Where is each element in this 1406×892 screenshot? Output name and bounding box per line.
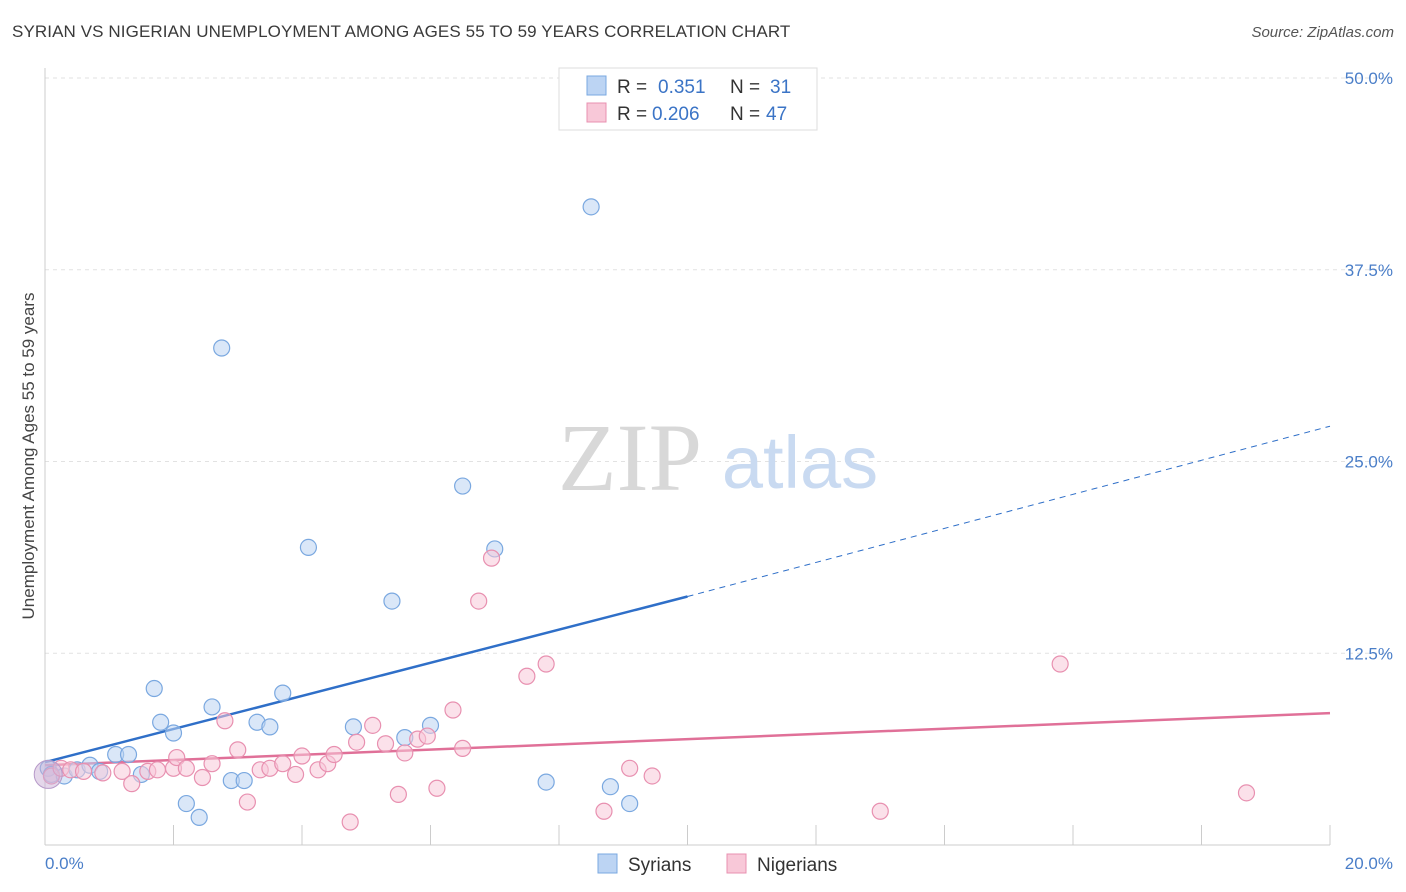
point-nigerians-45 <box>1237 784 1256 802</box>
point-syrians-26 <box>454 477 472 495</box>
y-tick-label-2: 37.5% <box>1345 261 1393 280</box>
series-legend: Syrians Nigerians <box>597 853 837 876</box>
point-syrians-30 <box>601 778 620 796</box>
point-nigerians-14 <box>216 712 234 730</box>
legend-r-label-0: R = <box>617 77 647 98</box>
legend-n-label-0: N = <box>730 77 760 98</box>
point-nigerians-3 <box>74 762 93 780</box>
point-syrians-13 <box>190 808 208 826</box>
trend-line-syrians-extension <box>687 425 1331 597</box>
point-nigerians-24 <box>325 745 343 764</box>
y-tick-label-1: 25.0% <box>1345 453 1393 472</box>
point-cluster-origin <box>33 759 63 789</box>
point-nigerians-8 <box>148 761 167 779</box>
point-nigerians-39 <box>537 655 555 673</box>
legend-r-label-1: R = <box>617 104 647 125</box>
point-nigerians-29 <box>389 785 407 803</box>
point-nigerians-41 <box>621 759 639 777</box>
data-points <box>33 198 1256 831</box>
point-nigerians-16 <box>238 793 256 811</box>
series-legend-swatch-nigerians <box>726 853 747 874</box>
x-tick-labels: 0.0% 20.0% <box>45 854 1393 873</box>
point-nigerians-43 <box>871 802 889 820</box>
point-nigerians-44 <box>1051 655 1069 673</box>
point-nigerians-27 <box>364 716 382 734</box>
point-nigerians-32 <box>418 727 436 745</box>
y-axis-title: Unemployment Among Ages 55 to 59 years <box>19 293 38 620</box>
legend-n-label-1: N = <box>730 104 760 125</box>
point-syrians-21 <box>299 538 318 557</box>
point-syrians-29 <box>582 198 600 216</box>
watermark: ZIP atlas <box>558 404 878 511</box>
y-tick-labels: 12.5% 25.0% 37.5% 50.0% <box>1345 69 1393 663</box>
point-nigerians-15 <box>229 741 247 759</box>
point-syrians-14 <box>203 698 221 716</box>
y-tick-label-3: 50.0% <box>1345 69 1393 88</box>
point-syrians-20 <box>274 684 292 702</box>
point-nigerians-30 <box>396 744 414 762</box>
point-nigerians-28 <box>376 735 395 753</box>
watermark-zip: ZIP <box>558 404 702 511</box>
series-legend-swatch-syrians <box>597 853 618 874</box>
point-nigerians-42 <box>643 767 661 785</box>
point-syrians-9 <box>145 679 163 698</box>
point-nigerians-35 <box>454 739 472 757</box>
series-legend-label-nigerians: Nigerians <box>757 855 837 876</box>
x-tick-label-0: 0.0% <box>45 854 84 873</box>
point-syrians-22 <box>344 718 362 736</box>
point-nigerians-10 <box>168 748 186 767</box>
point-nigerians-21 <box>293 747 311 765</box>
point-syrians-10 <box>152 713 170 731</box>
point-nigerians-19 <box>274 755 292 773</box>
point-syrians-11 <box>164 724 183 742</box>
grid-lines <box>45 77 1390 654</box>
point-nigerians-20 <box>286 765 305 784</box>
watermark-atlas: atlas <box>722 421 878 504</box>
point-nigerians-33 <box>428 779 446 797</box>
point-nigerians-25 <box>341 813 359 831</box>
point-syrians-7 <box>119 745 138 764</box>
point-nigerians-12 <box>193 768 212 787</box>
legend-n-value-1: 47 <box>766 104 787 125</box>
trend-line-nigerians <box>44 711 1331 767</box>
point-nigerians-37 <box>482 549 501 567</box>
point-nigerians-4 <box>94 764 112 782</box>
legend-swatch-syrians <box>586 75 607 96</box>
point-syrians-28 <box>537 773 555 791</box>
x-tick-label-1: 20.0% <box>1345 854 1393 873</box>
point-nigerians-13 <box>203 755 221 773</box>
point-nigerians-34 <box>444 701 462 719</box>
trend-lines <box>44 425 1331 767</box>
series-legend-label-syrians: Syrians <box>628 855 691 876</box>
source-label: Source: ZipAtlas.com <box>1251 24 1394 41</box>
point-syrians-12 <box>177 794 195 813</box>
axes <box>44 68 1331 846</box>
point-syrians-19 <box>261 718 279 736</box>
y-tick-label-0: 12.5% <box>1345 644 1393 663</box>
correlation-legend: R = 0.351 N = 31 R = 0.206 N = 47 <box>558 67 818 131</box>
point-nigerians-38 <box>518 667 536 685</box>
legend-swatch-nigerians <box>586 102 607 123</box>
legend-r-value-0: 0.351 <box>658 77 706 98</box>
point-nigerians-36 <box>470 592 488 610</box>
point-nigerians-5 <box>113 762 131 780</box>
legend-n-value-0: 31 <box>770 77 791 98</box>
point-nigerians-26 <box>348 733 366 751</box>
point-syrians-17 <box>235 771 253 790</box>
point-nigerians-11 <box>177 759 195 777</box>
point-nigerians-40 <box>595 802 613 820</box>
trend-line-syrians <box>44 595 688 764</box>
point-nigerians-6 <box>123 775 141 793</box>
chart-title: SYRIAN VS NIGERIAN UNEMPLOYMENT AMONG AG… <box>12 22 791 41</box>
point-syrians-23 <box>383 592 401 610</box>
point-syrians-31 <box>621 794 639 813</box>
point-syrians-15 <box>213 339 231 357</box>
legend-r-value-1: 0.206 <box>652 104 700 125</box>
